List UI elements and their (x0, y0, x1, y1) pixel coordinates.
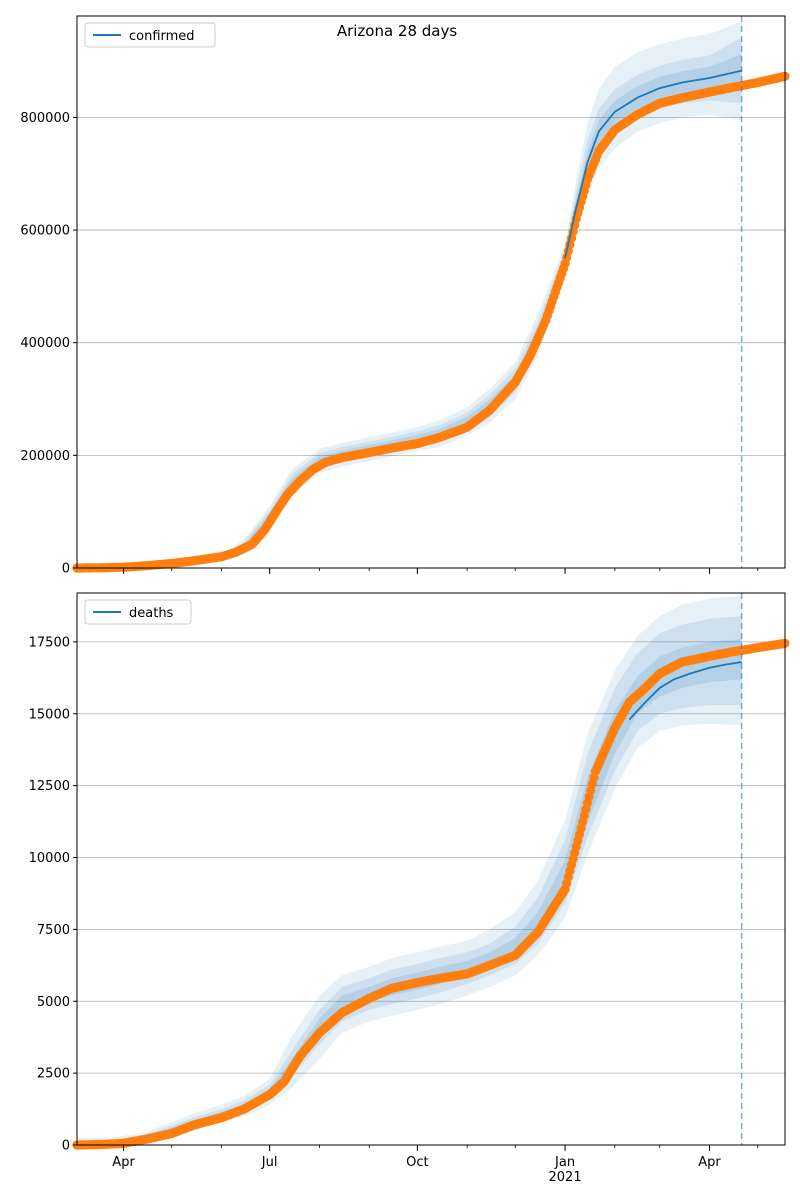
observed-markers (72, 638, 790, 1150)
legend: deaths (84, 599, 192, 625)
axes-frame (76, 15, 786, 569)
uncertainty-band (77, 595, 742, 1145)
legend-box (84, 22, 216, 48)
deaths-panel: 0 2500 5000 7500 10000 12500 15000 17500 Apr Jul O… (29, 592, 790, 1185)
figure-title: Arizona 28 days (337, 22, 458, 40)
y-tick-label: 800000 (20, 111, 70, 126)
uncertainty-band-historical (221, 244, 566, 561)
y-tick-label: 400000 (20, 336, 70, 351)
uncertainty-band (565, 21, 742, 273)
legend-box (84, 599, 192, 625)
y-tick-label: 15000 (29, 707, 70, 722)
observed-markers (72, 71, 790, 573)
y-tick-label: 12500 (29, 779, 70, 794)
x-tick-label: Apr (112, 1155, 135, 1170)
model-line (628, 661, 742, 721)
uncertainty-band (77, 639, 742, 1145)
x-tick-label: Jan (554, 1155, 575, 1170)
x-year-label: 2021 (549, 1170, 582, 1185)
model-line (564, 69, 742, 259)
y-tick-label: 600000 (20, 224, 70, 239)
x-tick-label: Jul (261, 1155, 278, 1170)
y-tick-label: 5000 (37, 995, 70, 1010)
y-tick-label: 2500 (37, 1067, 70, 1082)
y-tick-label: 7500 (37, 923, 70, 938)
legend-label: deaths (129, 606, 174, 621)
y-tick-label: 200000 (20, 449, 70, 464)
x-tick-label: Apr (698, 1155, 721, 1170)
y-tick-label: 17500 (29, 635, 70, 650)
confirmed-panel: 0 200000 400000 600000 800000 confirmed (20, 15, 790, 577)
legend: confirmed (84, 22, 216, 48)
legend-label: confirmed (129, 29, 195, 44)
x-tick-label: Oct (406, 1155, 428, 1170)
axes-frame (76, 592, 786, 1146)
y-tick-label: 10000 (29, 851, 70, 866)
y-tick-label: 0 (62, 562, 70, 577)
y-tick-label: 0 (62, 1139, 70, 1154)
